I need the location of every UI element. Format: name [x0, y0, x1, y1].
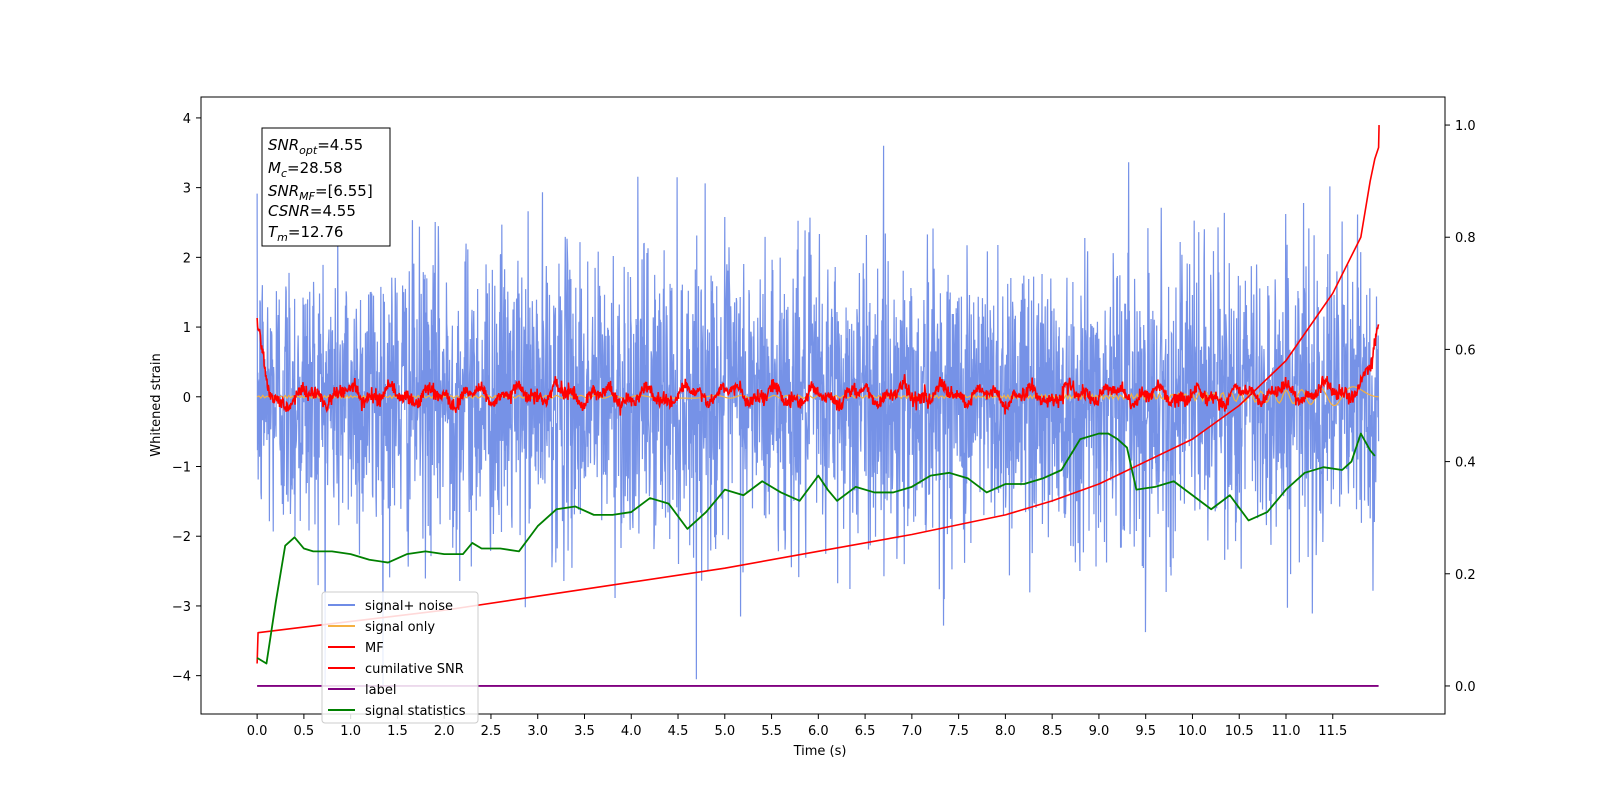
x-tick-label: 1.0 — [340, 724, 361, 739]
x-tick-label: 1.5 — [387, 724, 408, 739]
y-tick-label-left: −2 — [172, 530, 191, 545]
x-tick-label: 10.5 — [1225, 724, 1254, 739]
x-tick-label: 3.5 — [574, 724, 595, 739]
x-tick-label: 3.0 — [527, 724, 548, 739]
y-tick-label-right: 1.0 — [1455, 119, 1476, 134]
legend-label-signal-statistics: signal statistics — [365, 704, 466, 719]
y-tick-label-right: 0.0 — [1455, 680, 1476, 695]
legend-label-mf: MF — [365, 641, 384, 656]
y-tick-label-right: 0.6 — [1455, 343, 1476, 358]
stats-tm: Tm=12.76 — [268, 223, 343, 244]
stats-snr-opt-value: =4.55 — [317, 136, 363, 154]
x-tick-label: 8.5 — [1042, 724, 1063, 739]
y-tick-label-left: 1 — [183, 321, 191, 336]
x-tick-label: 6.0 — [808, 724, 829, 739]
y-tick-label-left: 4 — [183, 112, 191, 127]
stats-tm-subscript: m — [277, 231, 288, 244]
x-tick-label: 0.5 — [294, 724, 315, 739]
x-tick-label: 7.5 — [948, 724, 969, 739]
x-tick-label: 10.0 — [1178, 724, 1207, 739]
x-tick-label: 7.0 — [902, 724, 923, 739]
legend-label-signal-noise: signal+ noise — [365, 599, 453, 614]
legend-label-cumulative-snr: cumilative SNR — [365, 662, 464, 677]
x-tick-label: 5.5 — [761, 724, 782, 739]
stats-csnr: CSNR=4.55 — [268, 202, 356, 220]
stats-tm-value: =12.76 — [288, 223, 344, 241]
stats-box: SNRopt=4.55 Mc=28.58 SNRMF=[6.55] CSNR=4… — [261, 127, 391, 247]
x-tick-label: 2.5 — [481, 724, 502, 739]
stats-snr-opt-symbol: SNR — [268, 136, 299, 154]
y-tick-label-right: 0.2 — [1455, 568, 1476, 583]
y-tick-label-right: 0.4 — [1455, 456, 1476, 471]
stats-snr-mf: SNRMF=[6.55] — [268, 182, 373, 203]
x-tick-label: 11.0 — [1272, 724, 1301, 739]
stats-mc-subscript: c — [281, 167, 287, 180]
legend-label-label: label — [365, 683, 396, 698]
legend-label-signal-only: signal only — [365, 620, 435, 635]
x-tick-label: 9.0 — [1089, 724, 1110, 739]
x-tick-label: 6.5 — [855, 724, 876, 739]
stats-mc: Mc=28.58 — [268, 159, 343, 180]
y-tick-label-left: 2 — [183, 251, 191, 266]
x-tick-label: 8.0 — [995, 724, 1016, 739]
stats-mc-value: =28.58 — [287, 159, 343, 177]
stats-mc-symbol: M — [268, 159, 281, 177]
stats-snr-opt: SNRopt=4.55 — [268, 136, 363, 157]
stats-tm-symbol: T — [268, 223, 279, 241]
x-tick-label: 4.0 — [621, 724, 642, 739]
y-tick-label-left: 0 — [183, 391, 191, 406]
y-tick-label-left: 3 — [183, 182, 191, 197]
stats-box-frame — [261, 127, 391, 247]
y-tick-label-left: −4 — [172, 670, 191, 685]
y-tick-label-left: −3 — [172, 600, 191, 615]
stats-snr-mf-symbol: SNR — [268, 182, 299, 200]
y-tick-label-left: −1 — [172, 461, 191, 476]
x-tick-label: 9.5 — [1135, 724, 1156, 739]
legend: signal+ noise signal only MF cumilative … — [321, 591, 479, 724]
series-signal-noise-line — [256, 145, 1380, 687]
y-tick-label-right: 0.8 — [1455, 231, 1476, 246]
stats-snr-mf-subscript: MF — [299, 190, 315, 203]
stats-csnr-symbol: CSNR — [268, 202, 310, 220]
axes-layer: 0.0 0.5 1.0 1.5 2.0 2.5 3.0 3.5 4.0 4.5 5.0 5.5 6.0 6… — [172, 112, 1476, 739]
x-tick-label: 0.0 — [247, 724, 268, 739]
x-tick-label: 5.0 — [714, 724, 735, 739]
x-axis-label: Time (s) — [793, 744, 847, 759]
plot-frame — [200, 96, 1446, 715]
series-mf-line — [256, 317, 1380, 416]
x-tick-label: 4.5 — [668, 724, 689, 739]
x-tick-label: 2.0 — [434, 724, 455, 739]
legend-frame — [321, 591, 479, 724]
x-tick-label: 11.5 — [1318, 724, 1347, 739]
stats-csnr-value: =4.55 — [310, 202, 356, 220]
stats-snr-mf-value: =[6.55] — [315, 182, 373, 200]
y-axis-label: Whitened strain — [149, 353, 164, 456]
stats-snr-opt-subscript: opt — [299, 144, 318, 157]
series-signal-statistics-line — [256, 432, 1376, 665]
